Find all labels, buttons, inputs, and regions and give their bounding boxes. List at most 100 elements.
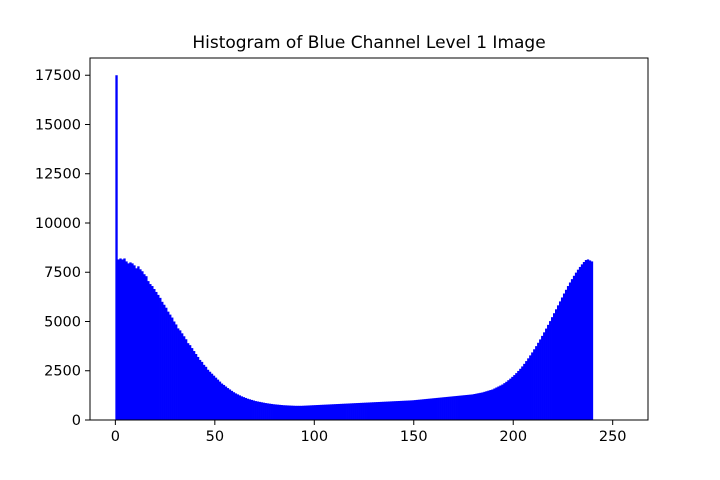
histogram-bar [173,321,176,420]
histogram-bar [222,384,226,420]
histogram-bar [236,394,240,420]
histogram-bar [590,261,594,420]
histogram-bar [190,348,194,420]
histogram-bar [545,328,548,420]
histogram-bar [244,397,248,420]
histogram-bar [369,402,373,420]
histogram-bar [465,394,468,420]
histogram-bar [214,377,218,420]
histogram-bar [417,399,421,420]
histogram-bar [183,336,186,420]
histogram-bar [529,355,532,420]
histogram-bar [129,262,132,420]
histogram-bar [549,321,552,420]
histogram-bar [358,402,361,420]
histogram-bar [401,400,405,420]
histogram-bar [127,263,130,420]
histogram-bar [391,401,395,420]
histogram-bar [292,405,295,420]
histogram-bar [419,399,423,420]
histogram-bar [547,324,550,420]
histogram-bar [218,381,222,420]
histogram-bar [407,400,411,420]
y-tick-label: 5000 [44,314,81,330]
histogram-bar [449,396,452,420]
x-tick-label: 0 [111,429,120,445]
histogram-bar [240,396,244,420]
histogram-bar [308,405,311,420]
histogram-bar [517,370,520,420]
histogram-bar [556,305,560,420]
histogram-bar [161,301,164,420]
histogram-bar [527,358,530,420]
y-tick-label: 10000 [35,216,81,232]
y-axis: 0 2500 5000 7500 10000 12500 15000 17500 [35,68,90,429]
histogram-bar [258,401,261,420]
histogram-bar [541,335,544,420]
histogram-bar [455,395,458,420]
y-tick-label: 7500 [44,265,81,281]
histogram-bar [280,405,283,420]
histogram-bar [377,401,381,420]
histogram-bar [188,345,192,420]
histogram-bar [543,332,546,420]
histogram-bar [340,403,343,420]
histogram-bar [250,399,253,420]
histogram-bar [296,405,299,420]
histogram-bar [453,396,456,420]
histogram-bar [234,393,238,420]
histogram-bar [477,393,480,420]
histogram-bar [181,333,184,420]
y-tick-label: 2500 [44,364,81,380]
histogram-bar [497,386,500,420]
histogram-bar [503,383,506,420]
histogram-bar [451,396,454,420]
histogram-bar [304,405,307,420]
histogram-bar [179,330,182,420]
histogram-bar [151,286,154,420]
histogram-bar [298,405,301,420]
histogram-bar [206,369,210,420]
histogram-bar [336,404,339,420]
histogram-bar [232,392,236,420]
histogram-bar [537,342,540,420]
histogram-bar [499,385,502,420]
histogram-bar [282,405,285,420]
histogram-bar [558,301,562,420]
histogram-bar [491,389,494,420]
histogram-bar [399,400,403,420]
histogram-bar [459,395,462,420]
y-tick-label: 12500 [35,167,81,183]
histogram-bar [350,403,353,420]
histogram-bar [389,401,393,420]
histogram-bar [153,288,156,420]
histogram-bar [212,375,216,420]
histogram-bar [139,269,142,420]
histogram-bar [560,297,564,420]
histogram-bar [202,364,206,420]
histogram-bar [393,401,397,420]
histogram-bar [507,380,510,420]
histogram-bar [366,402,369,420]
histogram-bar [531,352,534,420]
histogram-bar [427,398,431,420]
histogram-bar [447,396,450,420]
histogram-bar [276,404,279,420]
histogram-bar [288,405,291,420]
histogram-bar [192,351,196,420]
histogram-bar [421,399,425,420]
histogram-bar [584,260,588,420]
histogram-bar [463,395,466,420]
histogram-bar [186,343,190,420]
histogram-bar [266,403,269,420]
histogram-bar [521,366,524,420]
histogram-bar [167,311,170,420]
histogram-bar [115,75,118,420]
histogram-bar [224,386,228,420]
histogram-bar [489,390,492,420]
histogram-bar [493,388,496,420]
x-axis: 0 50 100 150 200 250 [111,420,627,445]
histogram-bar [165,307,168,420]
histogram-bar [562,293,566,420]
